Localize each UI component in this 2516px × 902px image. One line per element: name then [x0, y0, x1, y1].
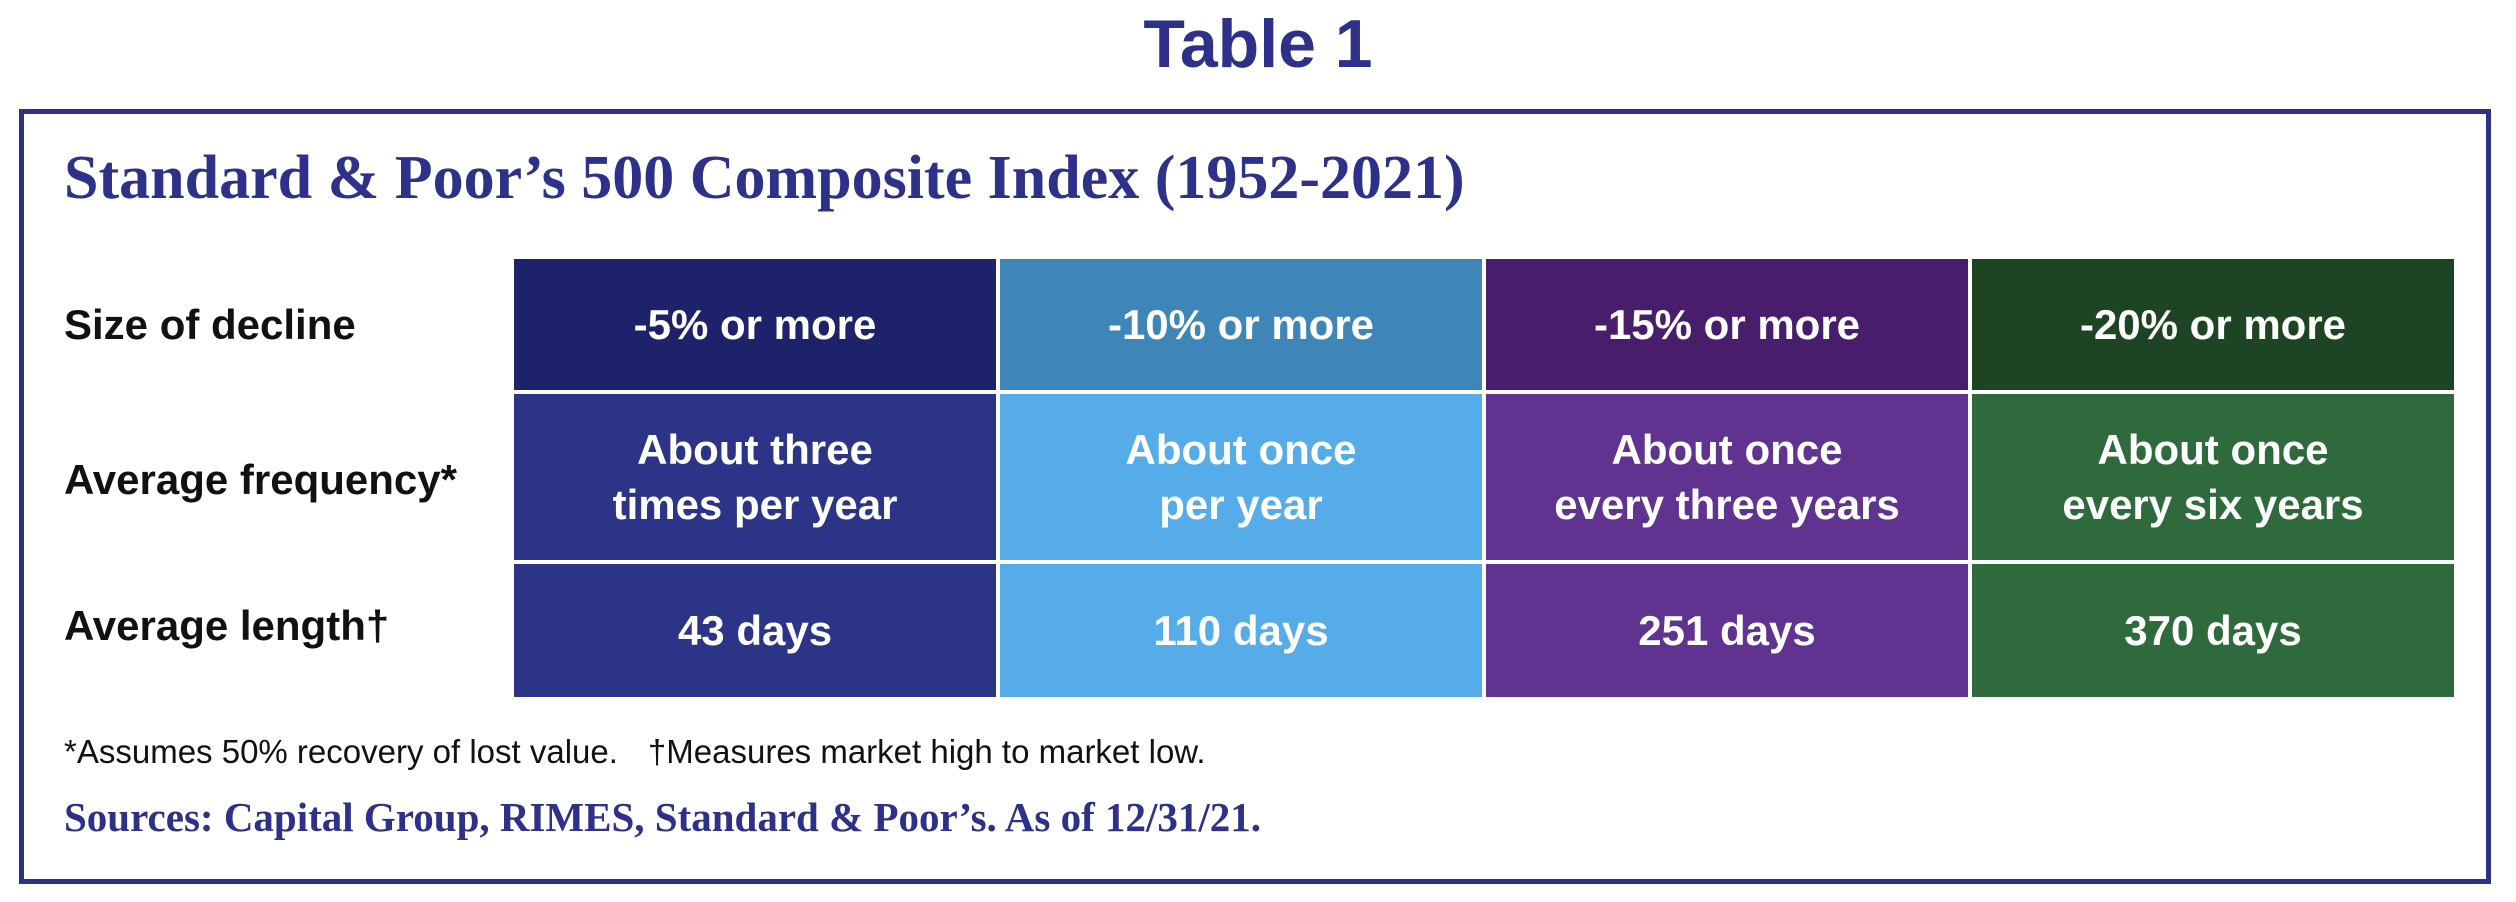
frequency-cell-5: About three times per year [514, 394, 996, 560]
table-frame [19, 109, 2491, 884]
length-cell-15: 251 days [1486, 564, 1968, 697]
decline-cell-15: -15% or more [1486, 259, 1968, 390]
frequency-cell-20: About once every six years [1972, 394, 2454, 560]
decline-cell-5: -5% or more [514, 259, 996, 390]
footnote-measures: †Measures market high to market low. [647, 733, 1206, 770]
length-cell-10: 110 days [1000, 564, 1482, 697]
row-label-size-of-decline: Size of decline [64, 301, 356, 348]
sources-note: Sources: Capital Group, RIMES, Standard … [64, 794, 1262, 840]
frequency-cell-15: About once every three years [1486, 394, 1968, 560]
decline-cell-10: -10% or more [1000, 259, 1482, 390]
footnotes: *Assumes 50% recovery of lost value. †Mea… [64, 732, 1206, 772]
row-label-average-length: Average length† [64, 602, 390, 649]
decline-table: -5% or more -10% or more -15% or more -2… [514, 259, 2454, 697]
row-label-average-frequency: Average frequency* [64, 456, 457, 503]
length-cell-5: 43 days [514, 564, 996, 697]
decline-cell-20: -20% or more [1972, 259, 2454, 390]
index-title: Standard & Poor’s 500 Composite Index (1… [64, 144, 1465, 212]
frequency-cell-10: About once per year [1000, 394, 1482, 560]
length-cell-20: 370 days [1972, 564, 2454, 697]
footnote-recovery: *Assumes 50% recovery of lost value. [64, 733, 618, 770]
page-title: Table 1 [1143, 6, 1373, 82]
